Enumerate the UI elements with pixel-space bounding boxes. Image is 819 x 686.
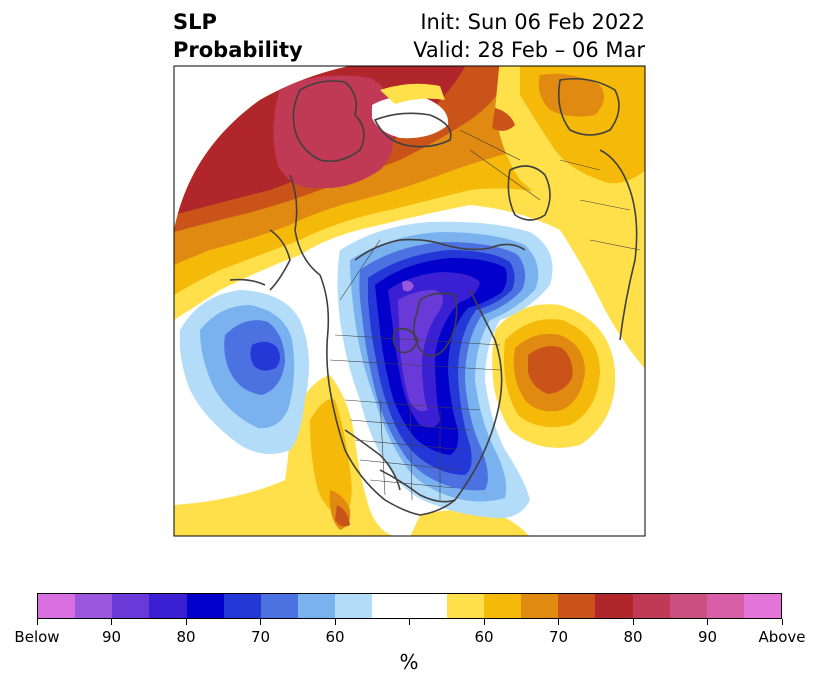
map-title-right: Init: Sun 06 Feb 2022 Valid: 28 Feb – 06… — [413, 8, 645, 64]
colorbar-tick — [483, 619, 485, 625]
colorbar-tick — [558, 619, 559, 625]
colorbar-segment — [483, 594, 522, 618]
colorbar-tick-label: Above — [758, 628, 806, 646]
colorbar-segment — [186, 594, 224, 618]
colorbar-tick-label: Below — [14, 628, 60, 646]
colorbar-tick — [781, 619, 783, 625]
colorbar-tick — [111, 619, 112, 625]
colorbar-tick-label: 60 — [474, 628, 494, 646]
colorbar-segment — [223, 594, 261, 618]
probability-fields — [174, 66, 645, 536]
colorbar-tick — [707, 619, 708, 625]
colorbar-tick — [632, 619, 634, 625]
colorbar-tick-label: 90 — [697, 628, 718, 646]
colorbar-segment — [112, 594, 150, 618]
colorbar-segment — [706, 594, 744, 618]
coastlines — [229, 77, 638, 516]
colorbar-tick-label: 70 — [250, 628, 271, 646]
colorbar-tick — [185, 619, 187, 625]
colorbar-segment — [260, 594, 299, 618]
colorbar-tick — [36, 619, 38, 625]
colorbar — [37, 593, 782, 619]
colorbar-tick-label: 70 — [548, 628, 569, 646]
map-frame — [173, 65, 646, 537]
colorbar-segment — [558, 594, 596, 618]
colorbar-segment — [521, 594, 559, 618]
valid-range: Valid: 28 Feb – 06 Mar — [413, 38, 645, 62]
colorbar-segment — [75, 594, 113, 618]
map-title-left: SLP Probability — [173, 8, 303, 64]
colorbar-tick-label: 80 — [623, 628, 643, 646]
colorbar-tick — [334, 619, 336, 625]
colorbar-tick — [409, 619, 410, 625]
init-date: Init: Sun 06 Feb 2022 — [420, 10, 645, 34]
colorbar-tick-label: 80 — [176, 628, 196, 646]
colorbar-segment — [446, 594, 484, 618]
colorbar-segment — [298, 594, 336, 618]
colorbar-segment — [743, 594, 782, 618]
colorbar-tick-label: 60 — [325, 628, 345, 646]
colorbar-segment — [669, 594, 707, 618]
colorbar-tick-label: 90 — [101, 628, 122, 646]
state-borders — [329, 129, 641, 501]
colorbar-unit: % — [399, 650, 419, 674]
colorbar-segment — [335, 594, 373, 618]
above-core-northwest — [273, 75, 394, 189]
colorbar-segment — [409, 594, 447, 618]
title-variable: SLP — [173, 10, 217, 34]
colorbar-segment — [595, 594, 633, 618]
colorbar-segment — [372, 594, 410, 618]
colorbar-segment — [149, 594, 187, 618]
colorbar-segment — [38, 594, 76, 618]
probability-map — [173, 65, 646, 537]
title-type: Probability — [173, 38, 303, 62]
colorbar-tick — [260, 619, 261, 625]
colorbar-segment — [632, 594, 670, 618]
